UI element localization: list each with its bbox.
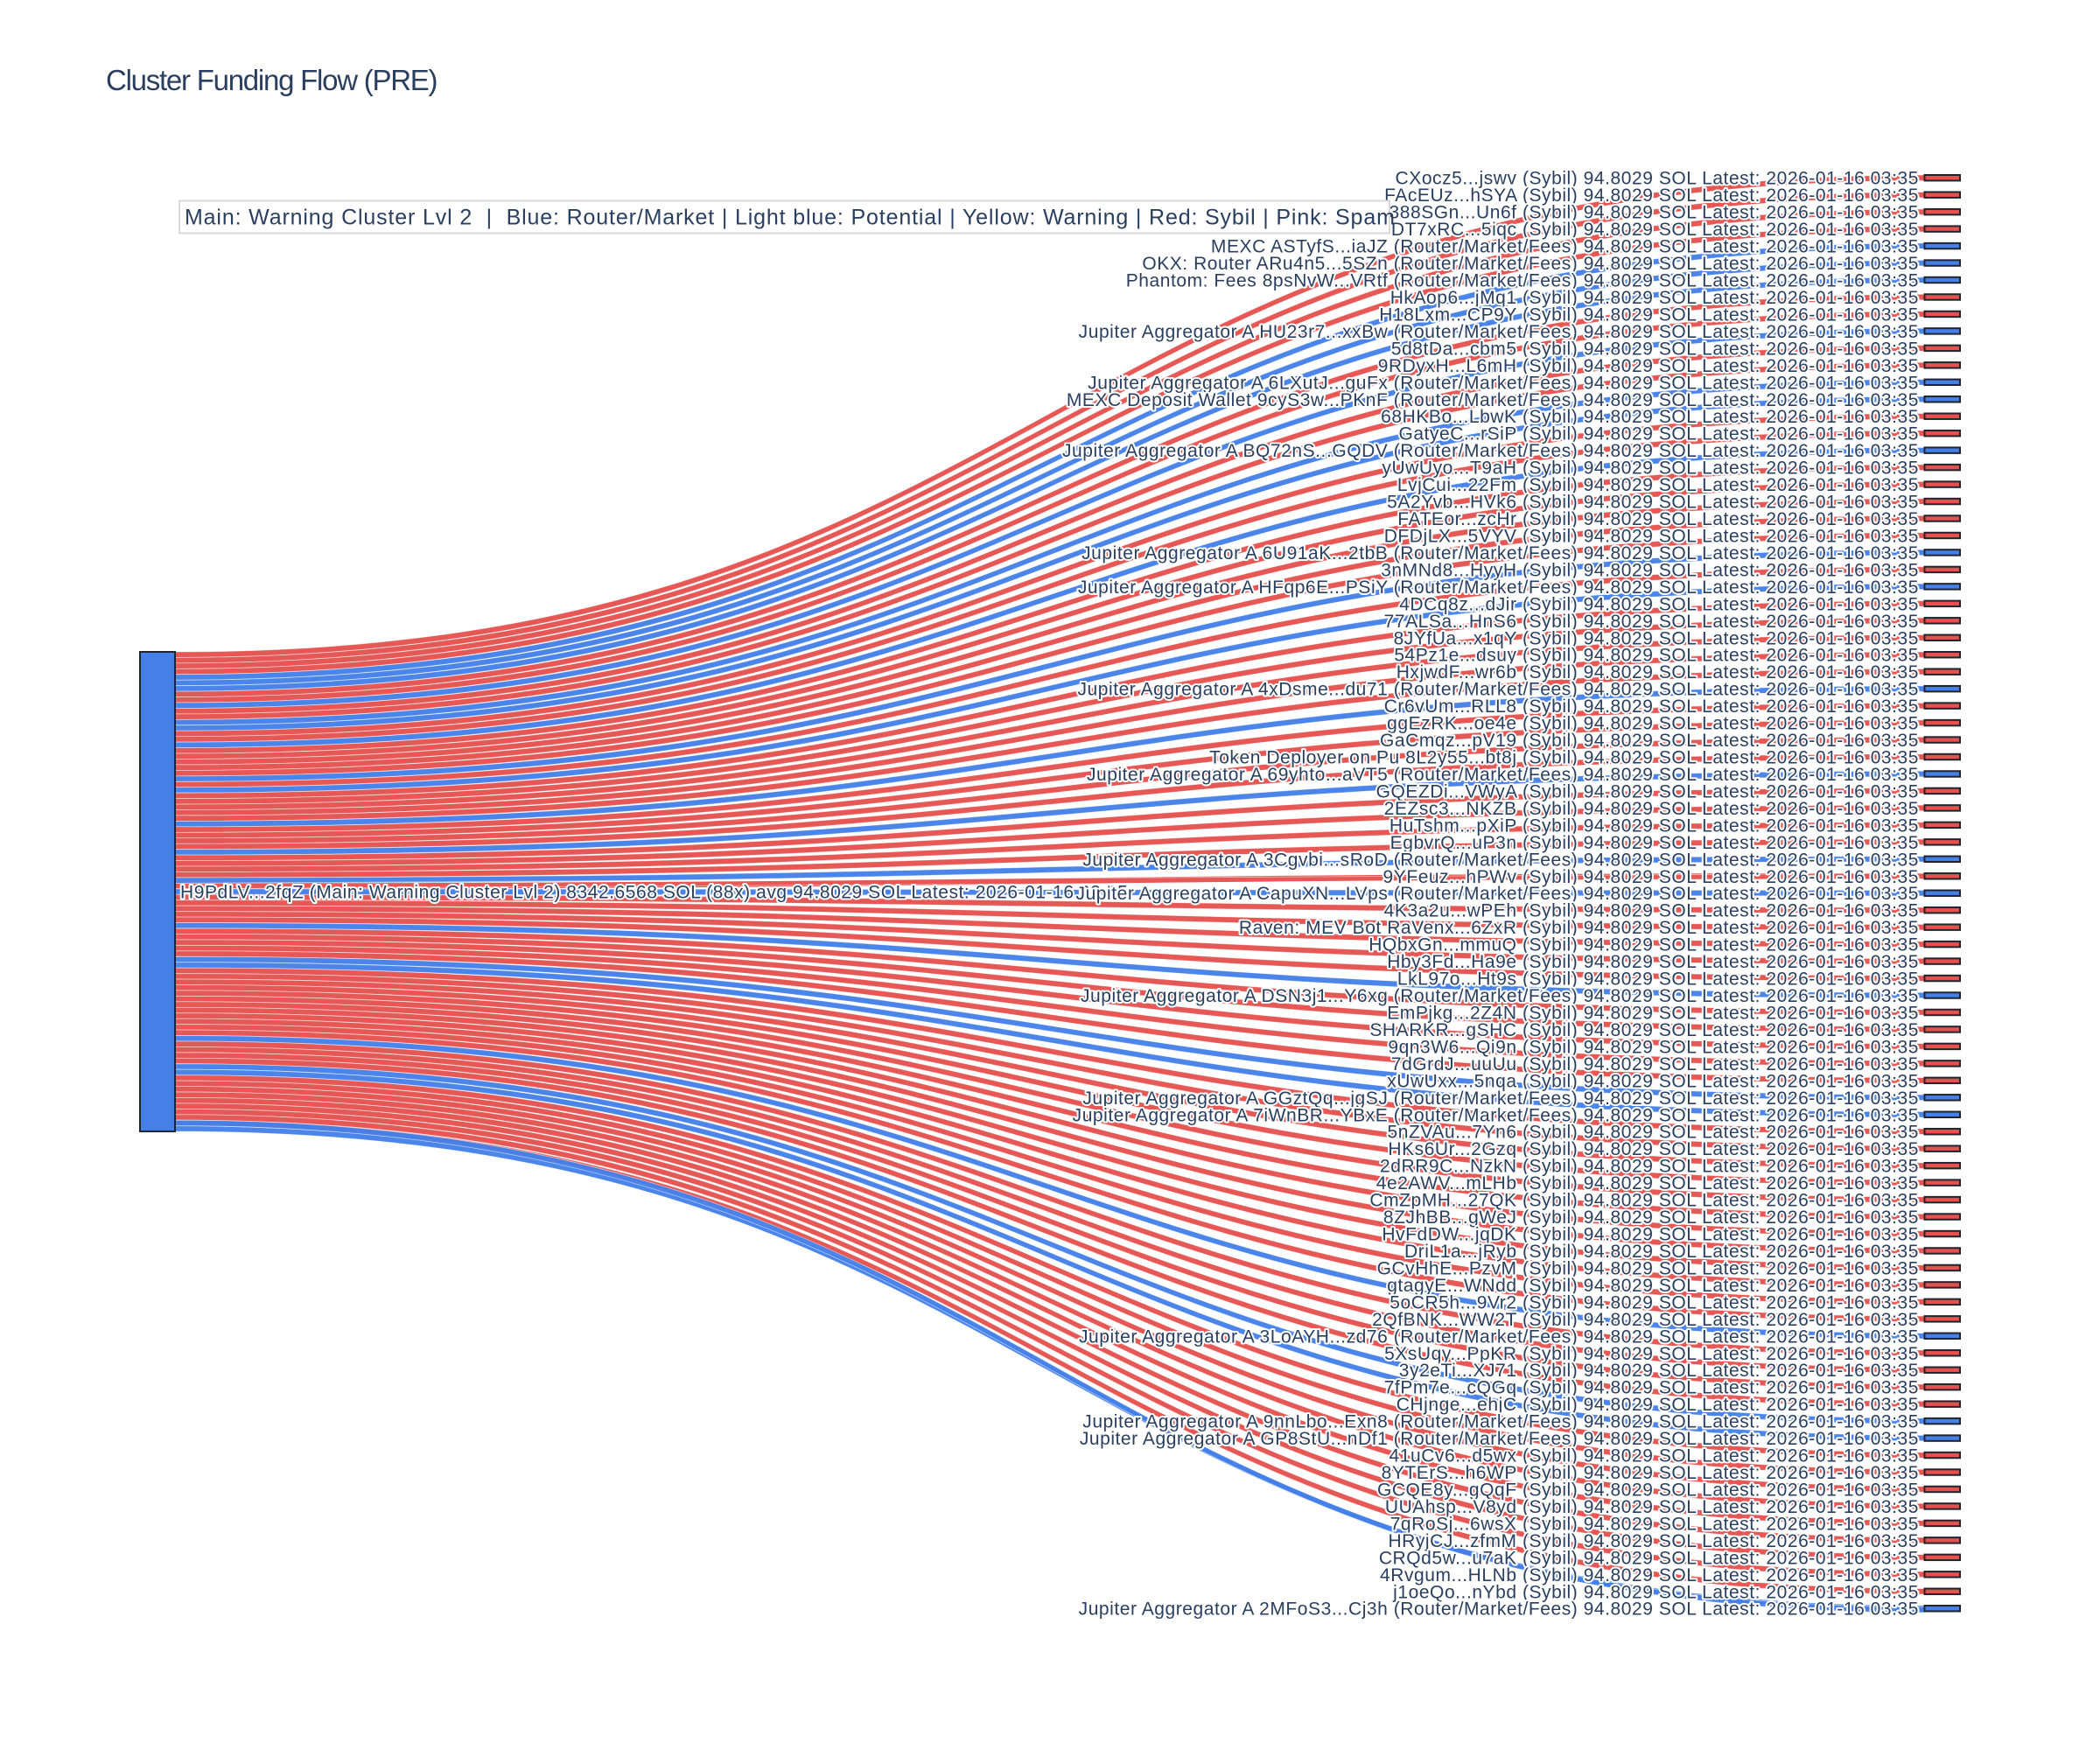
svg-text:8YTErS...h6WP (Sybil) 94.8029: 8YTErS...h6WP (Sybil) 94.8029 SOL Latest… [1382, 1463, 1919, 1483]
svg-text:GQEZDi...VWyA (Sybil) 94.8029: GQEZDi...VWyA (Sybil) 94.8029 SOL Latest… [1376, 781, 1919, 802]
svg-text:gtagyE...WNdd (Sybil) 94.8029: gtagyE...WNdd (Sybil) 94.8029 SOL Latest… [1387, 1276, 1919, 1296]
svg-text:5d8tDa...cbm5 (Sybil) 94.8029: 5d8tDa...cbm5 (Sybil) 94.8029 SOL Latest… [1391, 339, 1919, 359]
svg-text:Jupiter Aggregator A 3LoAYH...: Jupiter Aggregator A 3LoAYH...zd76 (Rout… [1079, 1326, 1919, 1347]
svg-text:7dGrdJ...uuUu (Sybil) 94.8029: 7dGrdJ...uuUu (Sybil) 94.8029 SOL Latest… [1391, 1054, 1919, 1074]
svg-text:ggEzRK...oe4e (Sybil) 94.8029: ggEzRK...oe4e (Sybil) 94.8029 SOL Latest… [1387, 714, 1919, 734]
svg-text:H18Lxm...CP9Y (Sybil) 94.8029: H18Lxm...CP9Y (Sybil) 94.8029 SOL Latest… [1379, 304, 1919, 325]
svg-text:H9PdLV...2fqZ (Main: Warning C: H9PdLV...2fqZ (Main: Warning Cluster Lvl… [180, 883, 1128, 903]
svg-text:Jupiter Aggregator A 69yhto...: Jupiter Aggregator A 69yhto...aVT5 (Rout… [1087, 765, 1919, 785]
svg-text:5oCR5h...9Vr2 (Sybil) 94.8029: 5oCR5h...9Vr2 (Sybil) 94.8029 SOL Latest… [1390, 1292, 1919, 1312]
svg-text:41uCv6...d5wx (Sybil) 94.8029: 41uCv6...d5wx (Sybil) 94.8029 SOL Latest… [1390, 1446, 1919, 1466]
svg-text:2EZsc3...NKZB (Sybil) 94.8029: 2EZsc3...NKZB (Sybil) 94.8029 SOL Latest… [1384, 799, 1919, 819]
svg-text:UUAhsp...V8yd (Sybil) 94.8029: UUAhsp...V8yd (Sybil) 94.8029 SOL Latest… [1385, 1497, 1919, 1517]
svg-text:77ALSa...HnS6 (Sybil) 94.8029: 77ALSa...HnS6 (Sybil) 94.8029 SOL Latest… [1384, 612, 1919, 632]
svg-text:LkL97o...Ht9s (Sybil) 94.8029: LkL97o...Ht9s (Sybil) 94.8029 SOL Latest… [1397, 970, 1919, 990]
svg-text:CHjnge...ehjC (Sybil) 94.8029: CHjnge...ehjC (Sybil) 94.8029 SOL Latest… [1396, 1395, 1919, 1415]
svg-text:EgbvrQ...uP3n (Sybil) 94.8029: EgbvrQ...uP3n (Sybil) 94.8029 SOL Latest… [1390, 833, 1919, 853]
svg-text:xUwUxx...5nqa (Sybil) 94.8029: xUwUxx...5nqa (Sybil) 94.8029 SOL Latest… [1387, 1071, 1919, 1091]
svg-text:Jupiter Aggregator A CapuXN...: Jupiter Aggregator A CapuXN...LVps (Rout… [1076, 884, 1919, 904]
svg-text:5nZVAu...7Yn6 (Sybil) 94.8029: 5nZVAu...7Yn6 (Sybil) 94.8029 SOL Latest… [1388, 1123, 1919, 1143]
svg-text:2QfBNK...WW2T (Sybil) 94.8029: 2QfBNK...WW2T (Sybil) 94.8029 SOL Latest… [1372, 1310, 1919, 1330]
svg-text:LvjCui...22Fm (Sybil) 94.8029: LvjCui...22Fm (Sybil) 94.8029 SOL Latest… [1397, 475, 1919, 495]
svg-text:3y2eTi...XJ71 (Sybil) 94.8029: 3y2eTi...XJ71 (Sybil) 94.8029 SOL Latest… [1399, 1361, 1919, 1381]
svg-text:FAcEUz...hSYA (Sybil) 94.8029: FAcEUz...hSYA (Sybil) 94.8029 SOL Latest… [1384, 186, 1919, 206]
svg-text:Jupiter Aggregator A 2MFoS3...: Jupiter Aggregator A 2MFoS3...Cj3h (Rout… [1079, 1600, 1919, 1620]
svg-text:54Pz1e...dsuy (Sybil) 94.8029: 54Pz1e...dsuy (Sybil) 94.8029 SOL Latest… [1394, 646, 1919, 666]
svg-text:4K3a2u...wPEh (Sybil) 94.8029: 4K3a2u...wPEh (Sybil) 94.8029 SOL Latest… [1384, 901, 1919, 921]
svg-text:4Rvgum...HLNb (Sybil) 94.8029: 4Rvgum...HLNb (Sybil) 94.8029 SOL Latest… [1380, 1565, 1919, 1586]
svg-text:GatyeC...rSiP (Sybil) 94.8029: GatyeC...rSiP (Sybil) 94.8029 SOL Latest… [1398, 424, 1919, 444]
svg-text:HRyjCJ...zfmM (Sybil) 94.8029: HRyjCJ...zfmM (Sybil) 94.8029 SOL Latest… [1388, 1531, 1919, 1551]
svg-text:GaCmqz...pV19 (Sybil) 94.8029: GaCmqz...pV19 (Sybil) 94.8029 SOL Latest… [1380, 731, 1919, 751]
svg-text:GCQE8y...gQqF (Sybil) 94.8029: GCQE8y...gQqF (Sybil) 94.8029 SOL Latest… [1377, 1480, 1919, 1500]
svg-text:Cr6vUm...RLL8 (Sybil) 94.8029: Cr6vUm...RLL8 (Sybil) 94.8029 SOL Latest… [1384, 696, 1919, 717]
svg-text:SHARKR...gSHC (Sybil) 94.8029: SHARKR...gSHC (Sybil) 94.8029 SOL Latest… [1369, 1020, 1919, 1040]
svg-text:MEXC Deposit Wallet 9cyS3w...P: MEXC Deposit Wallet 9cyS3w...PKnF (Route… [1067, 390, 1919, 410]
svg-text:7qRoSj...6wsX (Sybil) 94.8029: 7qRoSj...6wsX (Sybil) 94.8029 SOL Latest… [1390, 1514, 1919, 1534]
svg-text:DriL1a...jRyb (Sybil) 94.8029: DriL1a...jRyb (Sybil) 94.8029 SOL Latest… [1404, 1242, 1919, 1262]
svg-text:FATEor...zcHr (Sybil) 94.8029: FATEor...zcHr (Sybil) 94.8029 SOL Latest… [1397, 509, 1919, 529]
svg-text:HuTshm...pXiP (Sybil) 94.8029: HuTshm...pXiP (Sybil) 94.8029 SOL Latest… [1390, 816, 1919, 836]
svg-text:9RDyxH...L6mH (Sybil) 94.8029: 9RDyxH...L6mH (Sybil) 94.8029 SOL Latest… [1378, 356, 1919, 376]
svg-text:Jupiter Aggregator A 3Cgvbi...: Jupiter Aggregator A 3Cgvbi...sRoD (Rout… [1082, 850, 1919, 870]
svg-text:4DCq8z...dJir (Sybil) 94.8029: 4DCq8z...dJir (Sybil) 94.8029 SOL Latest… [1399, 594, 1919, 614]
svg-text:5A2Yvb...HVk6 (Sybil) 94.8029: 5A2Yvb...HVk6 (Sybil) 94.8029 SOL Latest… [1387, 493, 1919, 513]
svg-text:Jupiter Aggregator A 6LXutJ...: Jupiter Aggregator A 6LXutJ...guFx (Rout… [1088, 373, 1919, 393]
svg-text:CXocz5...jswv (Sybil) 94.8029: CXocz5...jswv (Sybil) 94.8029 SOL Latest… [1396, 169, 1919, 189]
svg-text:OKX: Router ARu4n5...5SZn (Rou: OKX: Router ARu4n5...5SZn (Router/Market… [1142, 254, 1919, 274]
svg-text:MEXC ASTyfS...iaJZ (Router/Mar: MEXC ASTyfS...iaJZ (Router/Market/Fees) … [1211, 237, 1919, 257]
svg-text:j1oeQo...nYbd (Sybil) 94.8029: j1oeQo...nYbd (Sybil) 94.8029 SOL Latest… [1392, 1582, 1919, 1602]
svg-text:Jupiter Aggregator A DSN3j1...: Jupiter Aggregator A DSN3j1...Y6xg (Rout… [1081, 986, 1919, 1006]
svg-text:Jupiter Aggregator A 6U91aK...: Jupiter Aggregator A 6U91aK...2tbB (Rout… [1082, 543, 1919, 564]
svg-text:GCvHhE...PzvM (Sybil) 94.8029: GCvHhE...PzvM (Sybil) 94.8029 SOL Latest… [1377, 1258, 1919, 1278]
svg-text:DT7xRC...5iqc (Sybil) 94.8029: DT7xRC...5iqc (Sybil) 94.8029 SOL Latest… [1391, 220, 1919, 240]
svg-text:HkAop6...jMq1 (Sybil) 94.8029: HkAop6...jMq1 (Sybil) 94.8029 SOL Latest… [1390, 288, 1919, 308]
svg-text:CRQd5w...u7aK (Sybil) 94.8029: CRQd5w...u7aK (Sybil) 94.8029 SOL Latest… [1379, 1548, 1919, 1568]
svg-text:3nMNd8...HyyH (Sybil) 94.8029: 3nMNd8...HyyH (Sybil) 94.8029 SOL Latest… [1381, 560, 1919, 580]
svg-text:388SGn...Un6f (Sybil) 94.8029: 388SGn...Un6f (Sybil) 94.8029 SOL Latest… [1390, 203, 1920, 223]
svg-text:9YFeuz...hPWv (Sybil) 94.8029: 9YFeuz...hPWv (Sybil) 94.8029 SOL Latest… [1383, 867, 1919, 887]
svg-text:EmPjkg...2Z4N (Sybil) 94.8029: EmPjkg...2Z4N (Sybil) 94.8029 SOL Latest… [1387, 1003, 1919, 1023]
svg-text:Cluster Funding Flow (PRE): Cluster Funding Flow (PRE) [106, 64, 437, 96]
svg-text:8JYfUa...x1qY (Sybil) 94.8029: 8JYfUa...x1qY (Sybil) 94.8029 SOL Latest… [1394, 628, 1919, 648]
svg-text:HKs6Ur...2Gzq (Sybil) 94.8029: HKs6Ur...2Gzq (Sybil) 94.8029 SOL Latest… [1388, 1139, 1919, 1159]
svg-text:2dRR9C...NzkN (Sybil) 94.8029: 2dRR9C...NzkN (Sybil) 94.8029 SOL Latest… [1380, 1157, 1919, 1177]
svg-text:Hby3Fd...Ha9e (Sybil) 94.8029: Hby3Fd...Ha9e (Sybil) 94.8029 SOL Latest… [1387, 952, 1919, 972]
svg-text:Jupiter Aggregator A HFqp6E...: Jupiter Aggregator A HFqp6E...PSiY (Rout… [1078, 578, 1919, 598]
svg-text:5XsUqy...PpKR (Sybil) 94.8029: 5XsUqy...PpKR (Sybil) 94.8029 SOL Latest… [1384, 1344, 1919, 1364]
svg-text:Raven: MEV Bot RaVenx...6ZxR (: Raven: MEV Bot RaVenx...6ZxR (Sybil) 94.… [1239, 918, 1919, 938]
svg-text:68HKBo...LbwK (Sybil) 94.8029: 68HKBo...LbwK (Sybil) 94.8029 SOL Latest… [1381, 407, 1919, 427]
svg-text:DFDjLX...5VYV (Sybil) 94.8029: DFDjLX...5VYV (Sybil) 94.8029 SOL Latest… [1384, 526, 1919, 546]
svg-text:Jupiter Aggregator A GP8StU...: Jupiter Aggregator A GP8StU...nDf1 (Rout… [1080, 1429, 1919, 1449]
svg-text:Jupiter Aggregator A BQ72nS...: Jupiter Aggregator A BQ72nS...GQDV (Rout… [1062, 441, 1919, 461]
svg-text:7fPm7e...cQGq (Sybil) 94.8029: 7fPm7e...cQGq (Sybil) 94.8029 SOL Latest… [1384, 1378, 1919, 1398]
svg-text:HvFdDW...jqDK (Sybil) 94.8029: HvFdDW...jqDK (Sybil) 94.8029 SOL Latest… [1382, 1225, 1919, 1245]
svg-text:Jupiter Aggregator A 9nnLbo...: Jupiter Aggregator A 9nnLbo...Exn8 (Rout… [1082, 1412, 1919, 1432]
svg-text:yUwUyo...T9aH (Sybil) 94.8029: yUwUyo...T9aH (Sybil) 94.8029 SOL Latest… [1382, 458, 1919, 479]
svg-text:9qn3W6...Qi9n (Sybil) 94.8029: 9qn3W6...Qi9n (Sybil) 94.8029 SOL Latest… [1388, 1037, 1919, 1057]
svg-text:Jupiter Aggregator A 4xDsme...: Jupiter Aggregator A 4xDsme...du71 (Rout… [1077, 680, 1919, 700]
svg-text:HxjwdF...wr6b (Sybil) 94.8029: HxjwdF...wr6b (Sybil) 94.8029 SOL Latest… [1396, 662, 1919, 682]
svg-text:Main: Warning Cluster Lvl 2 |: Main: Warning Cluster Lvl 2 | Blue: Rout… [185, 206, 1396, 230]
svg-text:Phantom: Fees 8psNvW...VRtf (R: Phantom: Fees 8psNvW...VRtf (Router/Mark… [1126, 271, 1919, 291]
svg-text:Jupiter Aggregator A 7iWnBR...: Jupiter Aggregator A 7iWnBR...YBxE (Rout… [1073, 1105, 1919, 1125]
svg-text:Jupiter Aggregator A HU23r7...: Jupiter Aggregator A HU23r7...xxBw (Rout… [1079, 322, 1919, 342]
svg-text:4e2AWV...mLHb (Sybil) 94.8029: 4e2AWV...mLHb (Sybil) 94.8029 SOL Latest… [1376, 1173, 1919, 1194]
svg-text:8ZJhBB...gWeJ (Sybil) 94.8029: 8ZJhBB...gWeJ (Sybil) 94.8029 SOL Latest… [1383, 1208, 1919, 1228]
svg-text:Token Deployer on Pu 8L2y55...: Token Deployer on Pu 8L2y55...bt8j (Sybi… [1209, 748, 1919, 768]
svg-text:CmZpMH...27QK (Sybil) 94.8029: CmZpMH...27QK (Sybil) 94.8029 SOL Latest… [1369, 1191, 1919, 1211]
svg-text:HQbxGn...mmuQ (Sybil) 94.8029: HQbxGn...mmuQ (Sybil) 94.8029 SOL Latest… [1368, 935, 1919, 956]
svg-text:Jupiter Aggregator A GGztQq...: Jupiter Aggregator A GGztQq...jgSJ (Rout… [1082, 1088, 1919, 1109]
